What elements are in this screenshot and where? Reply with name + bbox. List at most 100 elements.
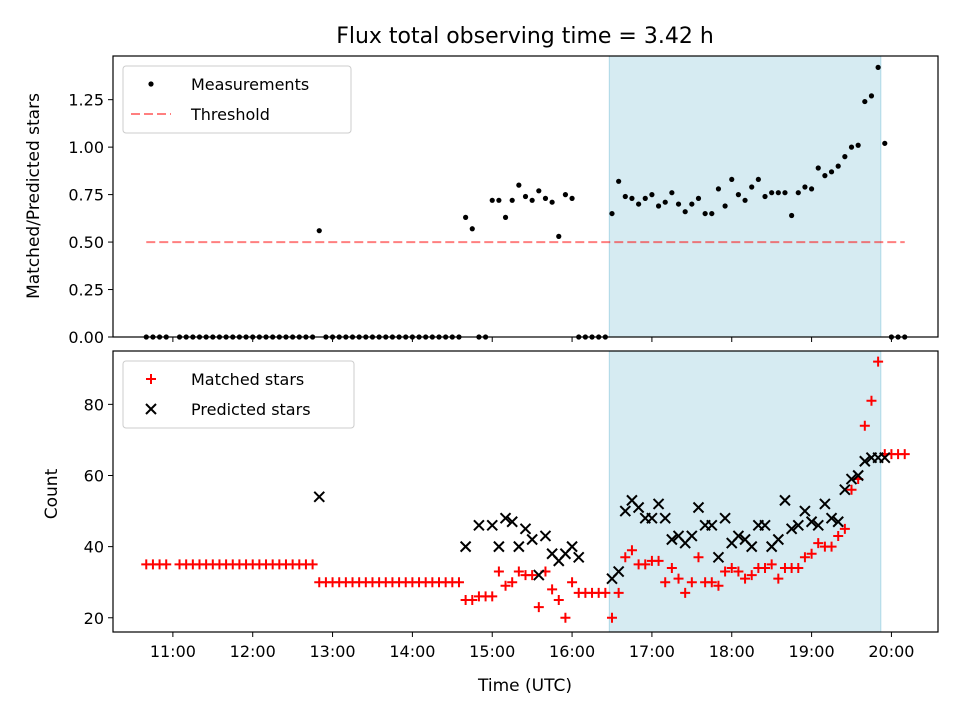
predicted-star-point: [712, 551, 725, 564]
predicted-star-point: [799, 505, 811, 517]
measurement-point: [649, 192, 655, 198]
matched-star-point: [713, 580, 724, 591]
y-tick-label: 80: [84, 395, 104, 414]
matched-star-point: [640, 559, 651, 570]
matched-star-point: [693, 552, 704, 563]
measurement-point: [808, 186, 815, 192]
predicted-star-point: [533, 569, 545, 581]
predicted-star-point: [859, 455, 871, 467]
predicted-star-point: [852, 469, 864, 482]
matched-star-point: [706, 577, 717, 588]
bottom-y-axis-label: Count: [42, 468, 62, 519]
measurement-point: [463, 214, 469, 220]
matched-star-point: [833, 530, 844, 541]
measurement-point: [642, 195, 648, 201]
matched-star-point: [567, 577, 578, 588]
x-tick-label: 15:00: [469, 642, 515, 661]
predicted-star-point: [473, 519, 485, 531]
series-measurements: [143, 64, 908, 340]
legend-label: Threshold: [190, 105, 270, 124]
y-tick-label: 60: [84, 466, 104, 485]
measurement-point: [735, 192, 742, 198]
matched-star-point: [740, 573, 751, 584]
matched-star-point: [799, 552, 810, 563]
matched-star-point: [673, 573, 684, 584]
matched-star-point: [733, 566, 744, 577]
measurement-point: [742, 197, 748, 203]
predicted-star-point: [692, 501, 705, 514]
measurement-point: [762, 193, 768, 200]
measurement-point: [729, 176, 735, 183]
predicted-star-point: [486, 519, 498, 531]
axes-frame: [112, 55, 939, 338]
measurement-point: [828, 169, 835, 175]
predicted-star-point: [566, 540, 578, 553]
measurement-point: [655, 203, 662, 209]
predicted-star-point: [513, 540, 525, 553]
measurement-point: [848, 144, 855, 150]
matched-star-point: [553, 594, 564, 605]
measurement-point: [496, 197, 502, 203]
matched-star-point: [493, 566, 504, 577]
measurement-point: [536, 188, 542, 194]
measurement-point: [529, 197, 535, 203]
measurement-point: [316, 228, 322, 234]
predicted-star-point: [659, 512, 671, 524]
predicted-star-point: [785, 523, 798, 535]
matched-star-point: [760, 562, 771, 573]
measurement-point: [469, 226, 475, 232]
measurement-point: [569, 195, 575, 201]
measurement-point: [516, 182, 522, 188]
observing-span: [608, 55, 882, 338]
top-y-axis-label: Matched/Predicted stars: [24, 93, 44, 299]
legend-marker-matched: [146, 374, 156, 384]
matched-star-point: [613, 587, 624, 598]
legend-box: [122, 65, 352, 134]
measurement-point: [616, 178, 622, 184]
legend-marker-measurements: [148, 81, 154, 87]
predicted-star-point: [819, 498, 831, 510]
observing-span: [608, 350, 882, 633]
x-tick-label: 14:00: [389, 642, 435, 661]
matched-star-point: [620, 552, 631, 563]
matched-star-point: [533, 602, 544, 613]
matched-star-point: [806, 548, 817, 559]
predicted-star-point: [652, 498, 665, 510]
matched-star-point: [773, 573, 784, 584]
predicted-star-point: [646, 512, 658, 524]
measurement-point: [775, 190, 781, 196]
predicted-star-point: [519, 523, 532, 535]
matched-star-point: [839, 523, 850, 534]
matched-star-point: [600, 587, 611, 598]
predicted-star-point: [845, 473, 858, 485]
y-tick-label: 0.50: [68, 233, 104, 252]
measurement-point: [702, 210, 708, 217]
y-tick-label: 1.00: [68, 138, 104, 157]
legend: Measurements Threshold: [122, 65, 352, 134]
measurement-point: [842, 154, 848, 160]
x-tick-label: 12:00: [230, 642, 276, 661]
measurement-point: [862, 98, 868, 105]
matched-star-point: [626, 545, 637, 556]
predicted-star-point: [493, 540, 505, 553]
measurement-point: [489, 197, 495, 203]
predicted-star-point: [666, 533, 678, 546]
x-tick-label: 13:00: [310, 642, 356, 661]
legend-label: Measurements: [191, 75, 309, 94]
measurement-point: [682, 209, 688, 215]
series-predicted-stars: [313, 452, 891, 585]
measurement-point: [782, 190, 788, 196]
predicted-star-point: [459, 540, 472, 553]
predicted-star-point: [719, 512, 731, 524]
matched-star-point: [606, 612, 617, 623]
measurement-point: [689, 201, 695, 207]
predicted-star-point: [506, 516, 518, 528]
matched-star-point: [726, 562, 737, 573]
bottom-plot-panel: 20 40 60 80 11:00 12:00 13:00 14:00 15:00 16:00 17…: [84, 350, 939, 661]
predicted-star-point: [805, 516, 818, 528]
predicted-star-point: [706, 519, 718, 531]
matched-star-point: [766, 559, 777, 570]
predicted-star-point: [779, 494, 791, 507]
series-matched-stars: [141, 356, 910, 623]
matched-star-point: [453, 577, 464, 588]
